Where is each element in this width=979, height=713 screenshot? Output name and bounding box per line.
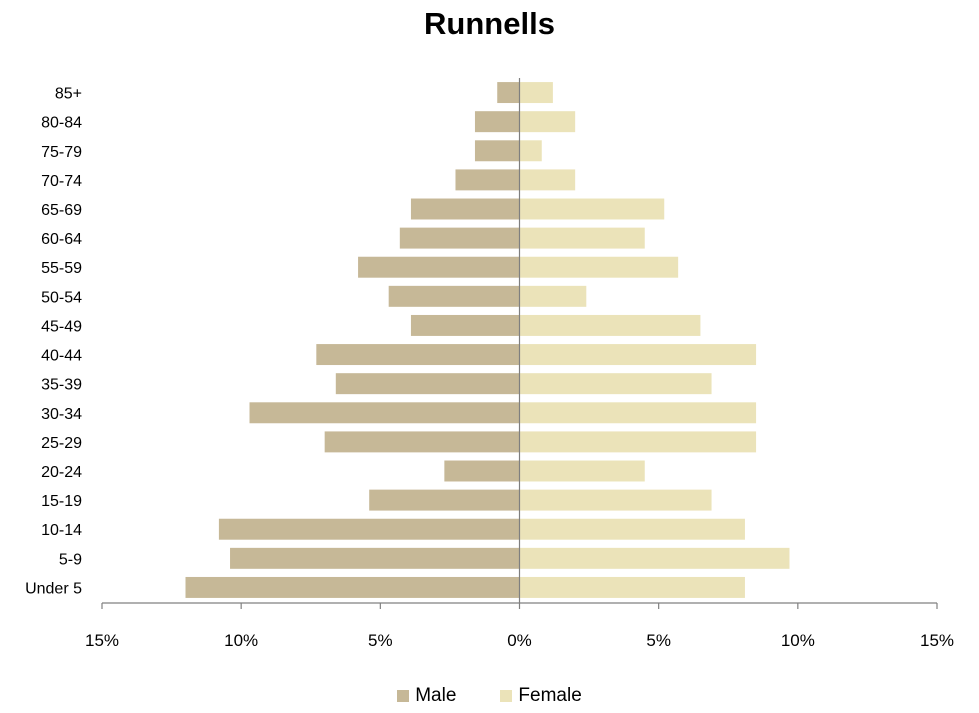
category-label: 30-34 [41,406,82,423]
bar-female-45-49 [519,314,701,336]
chart-title: Runnells [424,6,555,41]
bar-male-30-34 [249,402,520,424]
category-label: 20-24 [41,464,82,481]
category-label: 15-19 [41,493,82,510]
legend-label-male: Male [415,685,457,706]
category-label: 40-44 [41,348,82,365]
bar-female-Under 5 [519,576,745,598]
bar-female-50-54 [519,285,587,307]
bar-male-45-49 [410,314,520,336]
legend: Male Female [0,685,979,707]
bar-female-85+ [519,82,553,104]
bar-male-25-29 [324,431,520,453]
category-label: 70-74 [41,173,82,190]
x-tick-label: 15% [85,631,119,650]
legend-item-male: Male [397,685,456,707]
legend-item-female: Female [500,685,582,707]
bar-male-Under 5 [185,576,520,598]
bar-female-25-29 [519,431,757,453]
bar-male-65-69 [410,198,520,220]
bars-layer [185,82,790,598]
bar-male-5-9 [230,547,520,569]
category-label: 85+ [55,86,82,103]
category-label: 25-29 [41,435,82,452]
bar-female-70-74 [519,169,576,191]
bar-male-75-79 [474,140,520,162]
bar-female-35-39 [519,373,712,395]
bar-male-15-19 [369,489,520,511]
legend-label-female: Female [518,685,582,706]
category-label: 5-9 [59,551,82,568]
bar-male-10-14 [218,518,520,540]
bar-female-30-34 [519,402,757,424]
bar-female-5-9 [519,547,790,569]
x-tick-label: 10% [781,631,815,650]
bar-female-15-19 [519,489,712,511]
bar-male-40-44 [316,344,520,366]
category-label: 80-84 [41,115,82,132]
bar-male-55-59 [358,256,520,278]
x-tick-label: 5% [646,631,671,650]
x-tick-label: 5% [368,631,393,650]
bar-male-80-84 [474,111,520,133]
bar-female-10-14 [519,518,745,540]
category-label: 35-39 [41,377,82,394]
category-label: 10-14 [41,522,82,539]
x-tick-label: 0% [507,631,532,650]
category-label: 50-54 [41,289,82,306]
bar-male-20-24 [444,460,520,482]
x-tick-label: 10% [224,631,258,650]
bar-male-35-39 [335,373,520,395]
category-label: 55-59 [41,260,82,277]
legend-swatch-male [397,690,410,702]
bar-female-20-24 [519,460,645,482]
x-axis: 15% 10% 5% 0% 5% 10% 15% [85,78,954,650]
bar-female-80-84 [519,111,576,133]
category-labels: 85+ 80-84 75-79 70-74 65-69 60-64 55-59 50-54 45… [25,86,82,598]
x-tick-label: 15% [920,631,954,650]
category-label: 60-64 [41,231,82,248]
category-label: 65-69 [41,202,82,219]
bar-female-60-64 [519,227,645,249]
bar-female-40-44 [519,344,757,366]
category-label: 45-49 [41,318,82,335]
bar-female-55-59 [519,256,679,278]
bar-female-75-79 [519,140,542,162]
bar-male-70-74 [455,169,520,191]
bar-male-60-64 [399,227,520,249]
bar-male-85+ [497,82,520,104]
category-label: Under 5 [25,580,82,597]
category-label: 75-79 [41,144,82,161]
bar-male-50-54 [388,285,520,307]
legend-swatch-female [500,690,513,702]
bar-female-65-69 [519,198,665,220]
